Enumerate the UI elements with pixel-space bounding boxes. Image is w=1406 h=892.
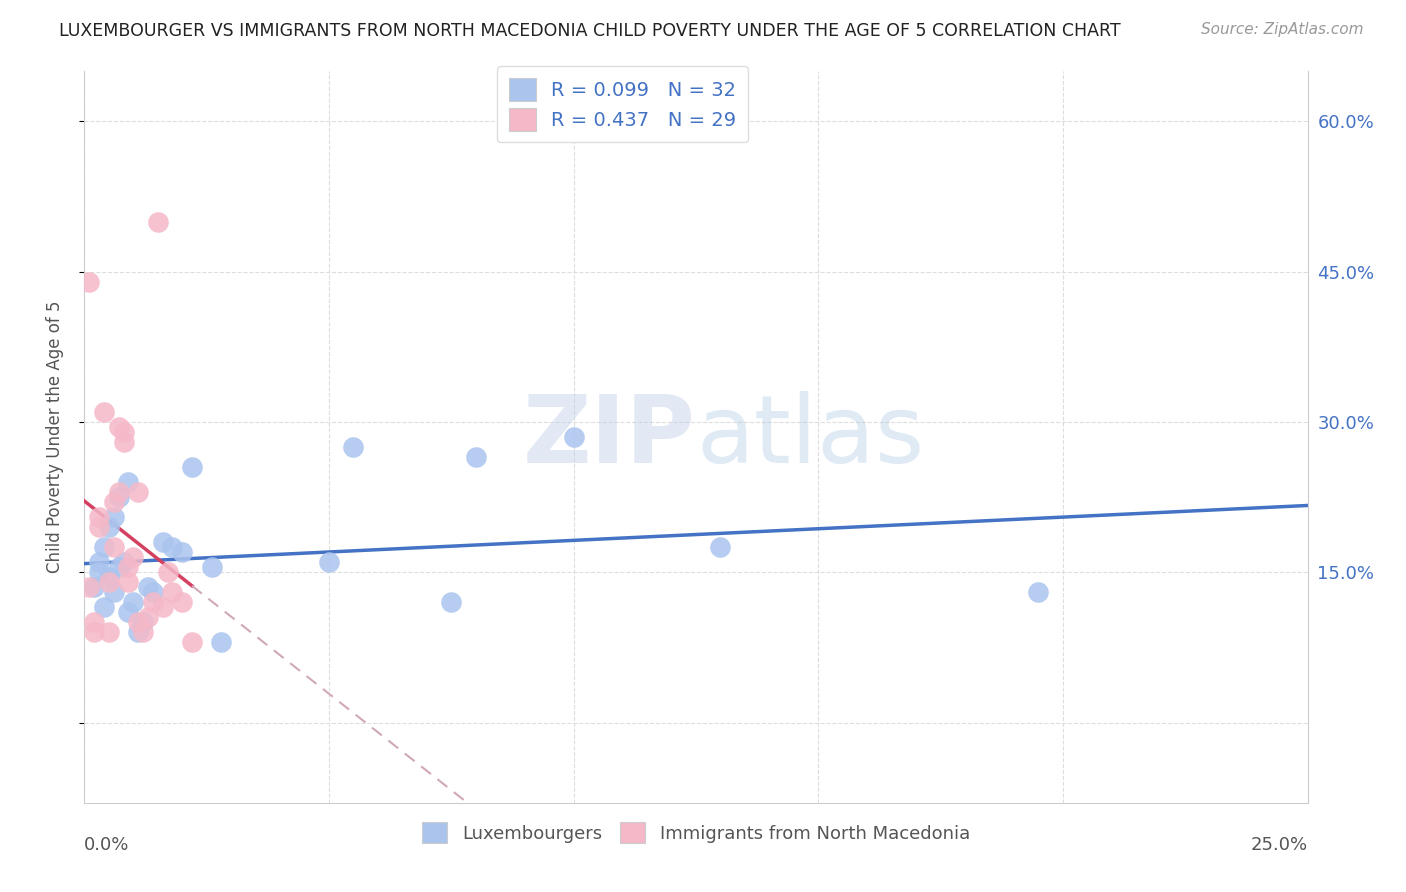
Point [87, 510, 110, 524]
Point [117, 560, 139, 574]
Point [93, 541, 115, 555]
Point [162, 541, 184, 555]
Point [342, 440, 364, 454]
Point [562, 430, 585, 444]
Point [117, 606, 139, 620]
Point [112, 425, 135, 439]
Point [146, 214, 169, 228]
Text: 0.0%: 0.0% [84, 836, 129, 854]
Point [181, 460, 204, 475]
Point [107, 490, 129, 504]
Point [127, 485, 149, 500]
Legend: Luxembourgers, Immigrants from North Macedonia: Luxembourgers, Immigrants from North Mac… [413, 814, 979, 852]
Point [77, 580, 100, 594]
Point [200, 560, 222, 574]
Point [136, 610, 159, 624]
Point [97, 520, 120, 534]
Point [209, 635, 232, 649]
Y-axis label: Child Poverty Under the Age of 5: Child Poverty Under the Age of 5 [45, 301, 63, 574]
Point [152, 535, 174, 549]
Point [103, 541, 125, 555]
Point [156, 566, 179, 580]
Point [93, 600, 115, 615]
Point [87, 555, 110, 569]
Point [93, 405, 115, 419]
Point [318, 555, 340, 569]
Point [162, 585, 184, 599]
Point [1028, 585, 1050, 599]
Point [83, 615, 105, 630]
Point [172, 595, 194, 609]
Text: atlas: atlas [696, 391, 924, 483]
Point [107, 420, 129, 434]
Point [107, 560, 129, 574]
Point [127, 615, 149, 630]
Point [83, 625, 105, 640]
Point [112, 435, 135, 450]
Point [117, 475, 139, 490]
Text: 25.0%: 25.0% [1250, 836, 1308, 854]
Point [83, 580, 105, 594]
Point [142, 585, 165, 599]
Point [181, 635, 204, 649]
Point [77, 275, 100, 289]
Text: Source: ZipAtlas.com: Source: ZipAtlas.com [1201, 22, 1364, 37]
Point [172, 545, 194, 559]
Point [127, 625, 149, 640]
Point [103, 495, 125, 509]
Point [152, 600, 174, 615]
Point [97, 625, 120, 640]
Text: LUXEMBOURGER VS IMMIGRANTS FROM NORTH MACEDONIA CHILD POVERTY UNDER THE AGE OF 5: LUXEMBOURGER VS IMMIGRANTS FROM NORTH MA… [59, 22, 1121, 40]
Point [132, 615, 155, 630]
Point [107, 485, 129, 500]
Point [97, 575, 120, 590]
Point [122, 550, 145, 565]
Point [87, 520, 110, 534]
Point [464, 450, 486, 464]
Point [142, 595, 165, 609]
Point [132, 625, 155, 640]
Point [122, 595, 145, 609]
Point [117, 575, 139, 590]
Point [136, 580, 159, 594]
Point [103, 585, 125, 599]
Point [97, 570, 120, 584]
Point [709, 541, 731, 555]
Text: ZIP: ZIP [523, 391, 696, 483]
Point [87, 566, 110, 580]
Point [440, 595, 463, 609]
Point [112, 555, 135, 569]
Point [103, 510, 125, 524]
